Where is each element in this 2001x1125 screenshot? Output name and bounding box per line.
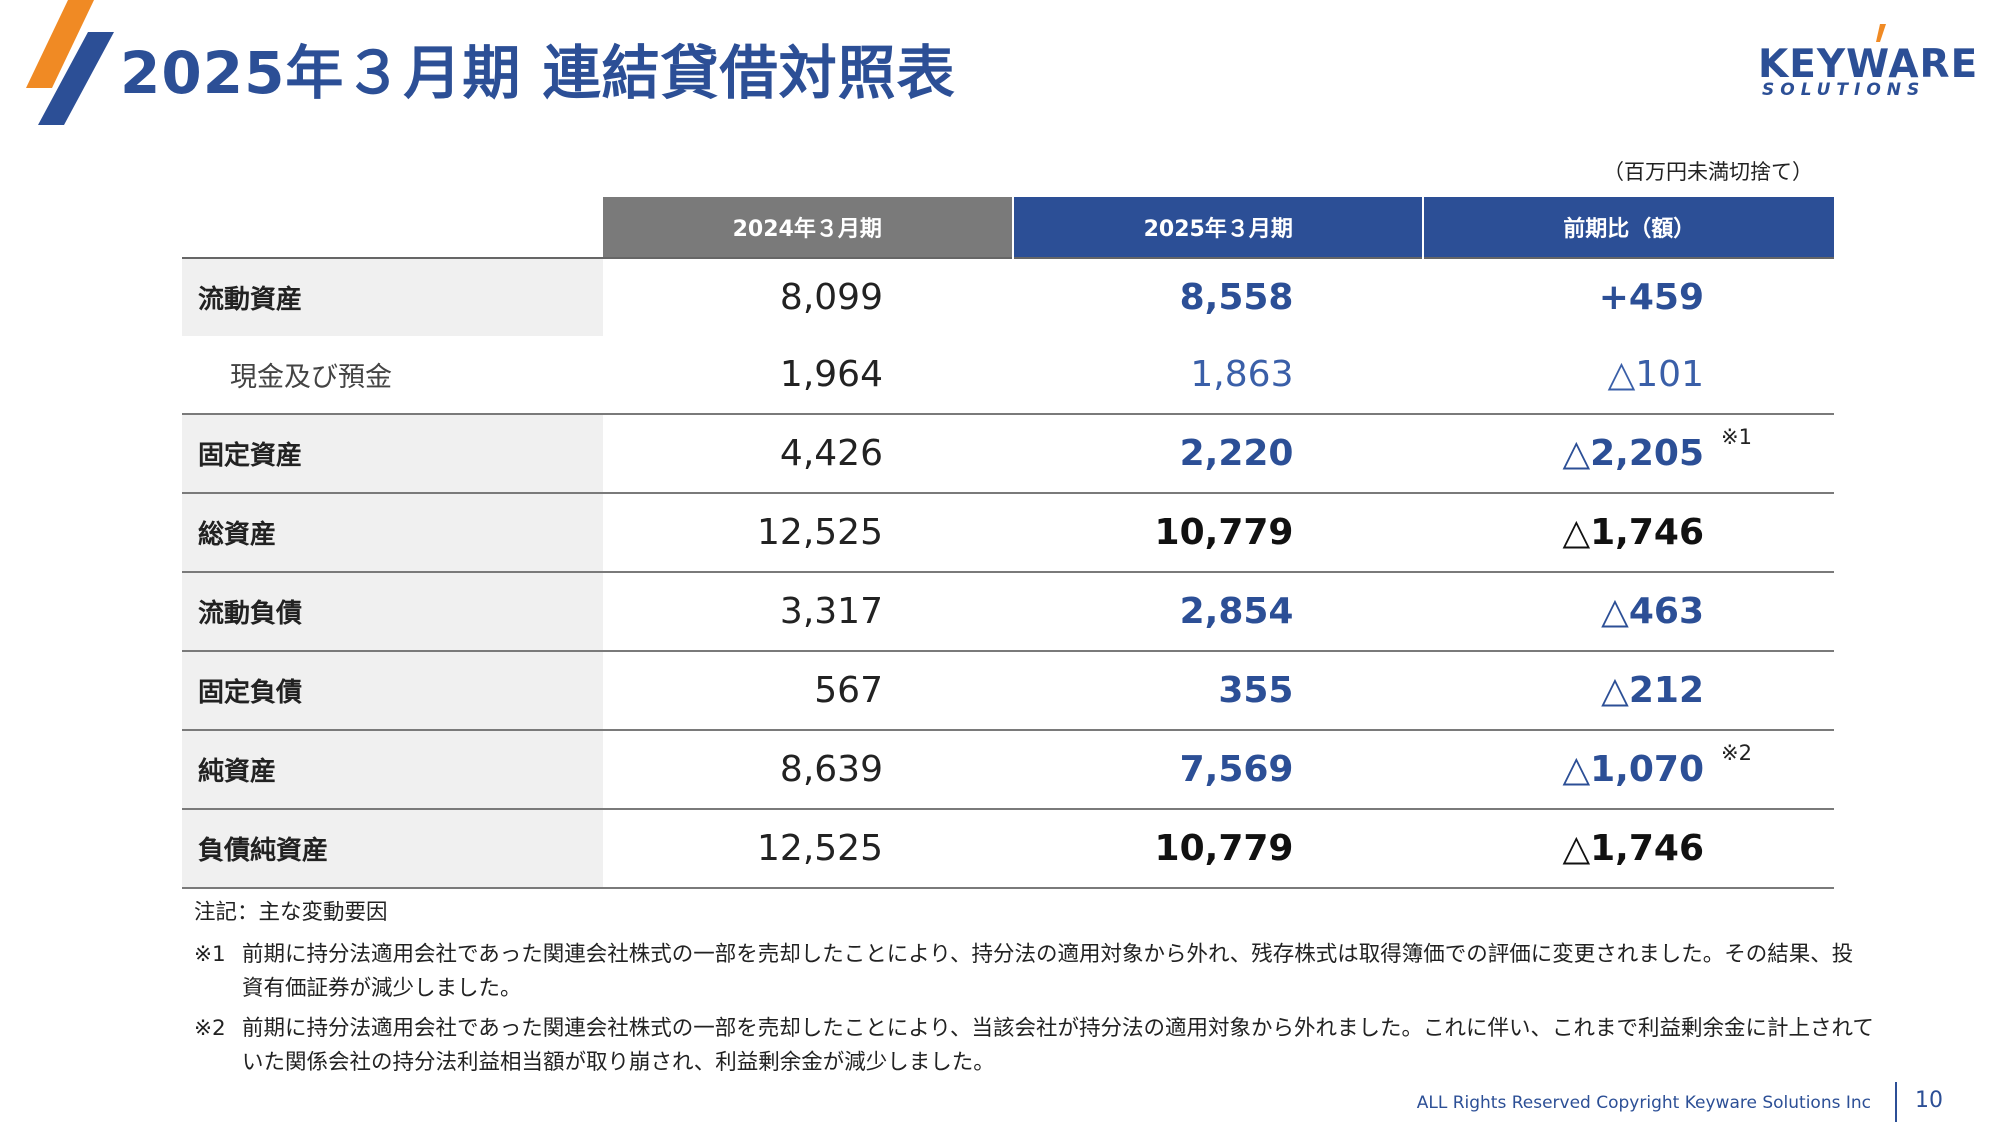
footer-copyright: ALL Rights Reserved Copyright Keyware So… — [1416, 1093, 1871, 1113]
value-change-text: △1,070 — [1562, 749, 1704, 790]
value-fy2025: 10,779 — [1154, 512, 1294, 553]
company-logo: KEYWARE SOLUTIONS — [1758, 24, 1977, 100]
table-row: 流動負債 3,317 2,854 △463 — [182, 572, 1834, 651]
table-row: 流動資産 8,099 8,558 +459 — [182, 258, 1834, 336]
value-change: △2,205 ※1 — [1423, 414, 1834, 493]
value-change: △463 — [1601, 591, 1704, 632]
table-row: 固定資産 4,426 2,220 △2,205 ※1 — [182, 414, 1834, 493]
table-row: 負債純資産 12,525 10,779 △1,746 — [182, 809, 1834, 888]
row-label: 流動負債 — [182, 572, 603, 651]
footer-divider — [1895, 1082, 1897, 1122]
value-fy2024: 12,525 — [757, 512, 883, 553]
footnote-marker: ※2 — [1721, 741, 1752, 765]
value-fy2025: 355 — [1218, 670, 1294, 711]
note-marker: ※1 — [194, 942, 226, 967]
header-fy2025: 2025年３月期 — [1011, 197, 1424, 258]
note-item: ※2 前期に持分法適用会社であった関連会社株式の一部を売却したことにより、当該会… — [194, 1012, 1874, 1080]
value-fy2024: 4,426 — [779, 433, 883, 474]
brand-slash-icon — [26, 0, 114, 125]
unit-note: （百万円未満切捨て） — [1603, 160, 1813, 184]
row-label: 流動資産 — [182, 258, 603, 336]
value-change: △101 — [1607, 354, 1704, 395]
notes-heading: 注記：主な変動要因 — [194, 900, 388, 925]
value-fy2024: 12,525 — [757, 828, 883, 869]
value-change: △212 — [1601, 670, 1704, 711]
page-number: 10 — [1915, 1088, 1943, 1113]
balance-sheet-table: 2024年３月期 2025年３月期 前期比（額） 流動資産 8,099 8,55… — [182, 197, 1834, 889]
logo-main-text: KEYWARE — [1758, 42, 1979, 87]
table-row: 純資産 8,639 7,569 △1,070 ※2 — [182, 730, 1834, 809]
value-fy2024: 8,099 — [779, 277, 883, 318]
notes-section: 注記：主な変動要因 ※1 前期に持分法適用会社であった関連会社株式の一部を売却し… — [194, 896, 1874, 1086]
table-row: 現金及び預金 1,964 1,863 △101 — [182, 336, 1834, 414]
value-fy2025: 2,220 — [1179, 433, 1294, 474]
value-fy2025: 7,569 — [1179, 749, 1294, 790]
logo-tick-icon — [1876, 24, 1886, 42]
row-label: 固定負債 — [182, 651, 603, 730]
table-row: 総資産 12,525 10,779 △1,746 — [182, 493, 1834, 572]
row-label: 現金及び預金 — [182, 336, 603, 414]
header-yoy-change: 前期比（額） — [1422, 197, 1834, 258]
value-fy2024: 3,317 — [779, 591, 883, 632]
value-fy2024: 1,964 — [779, 354, 883, 395]
value-fy2025: 10,779 — [1154, 828, 1294, 869]
header-fy2024: 2024年３月期 — [602, 197, 1013, 258]
header-blank-cell — [182, 197, 603, 258]
note-marker: ※2 — [194, 1016, 226, 1041]
value-change: △1,070 ※2 — [1423, 730, 1834, 809]
note-text: 前期に持分法適用会社であった関連会社株式の一部を売却したことにより、持分法の適用… — [242, 942, 1854, 1001]
row-label: 負債純資産 — [182, 809, 603, 888]
row-label: 純資産 — [182, 730, 603, 809]
table-row: 固定負債 567 355 △212 — [182, 651, 1834, 730]
value-fy2024: 8,639 — [779, 749, 883, 790]
row-label: 総資産 — [182, 493, 603, 572]
row-label: 固定資産 — [182, 414, 603, 493]
page-title: 2025年３月期 連結貸借対照表 — [120, 39, 956, 107]
note-item: ※1 前期に持分法適用会社であった関連会社株式の一部を売却したことにより、持分法… — [194, 938, 1874, 1006]
value-fy2024: 567 — [814, 670, 883, 711]
footnote-marker: ※1 — [1721, 425, 1752, 449]
note-text: 前期に持分法適用会社であった関連会社株式の一部を売却したことにより、当該会社が持… — [242, 1016, 1874, 1075]
value-fy2025: 2,854 — [1179, 591, 1294, 632]
value-change: +459 — [1598, 277, 1704, 318]
value-change: △1,746 — [1562, 828, 1704, 869]
logo-sub-text: SOLUTIONS — [1762, 80, 1926, 100]
table-header-row: 2024年３月期 2025年３月期 前期比（額） — [182, 197, 1834, 258]
value-fy2025: 8,558 — [1179, 277, 1294, 318]
value-change-text: △2,205 — [1562, 433, 1704, 474]
value-change: △1,746 — [1562, 512, 1704, 553]
value-fy2025: 1,863 — [1190, 354, 1294, 395]
